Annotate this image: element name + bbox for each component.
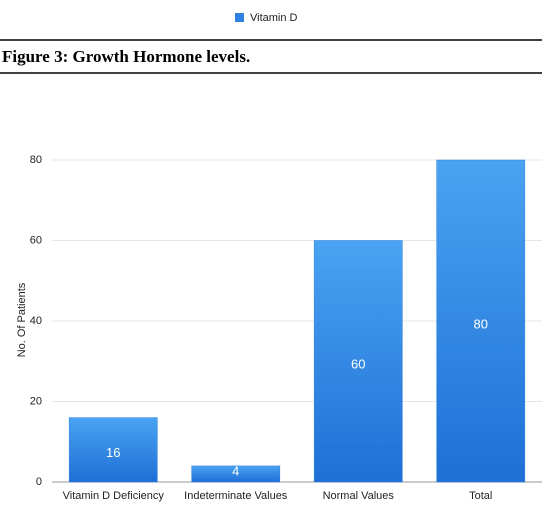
data-label: 60	[351, 357, 365, 372]
y-tick-label: 20	[30, 395, 42, 407]
data-label: 80	[474, 316, 488, 331]
y-tick-label: 40	[30, 315, 42, 327]
x-tick-label: Normal Values	[323, 490, 395, 502]
x-tick-label: Vitamin D Deficiency	[63, 490, 165, 502]
y-axis-label: No. Of Patients	[16, 282, 28, 357]
x-tick-label: Total	[469, 490, 492, 502]
y-tick-label: 80	[30, 154, 42, 166]
y-tick-label: 0	[36, 476, 42, 488]
caption: Figure 3: Growth Hormone levels.	[2, 47, 250, 66]
y-tick-label: 60	[30, 234, 42, 246]
bar	[191, 465, 281, 483]
data-label: 4	[232, 463, 239, 478]
bar	[436, 159, 526, 483]
legend-label: Vitamin D	[250, 12, 298, 24]
x-tick-label: Indeterminate Values	[184, 490, 288, 502]
bar	[313, 240, 403, 483]
bar	[68, 417, 158, 483]
data-label: 16	[106, 445, 120, 460]
legend-swatch	[235, 13, 244, 22]
